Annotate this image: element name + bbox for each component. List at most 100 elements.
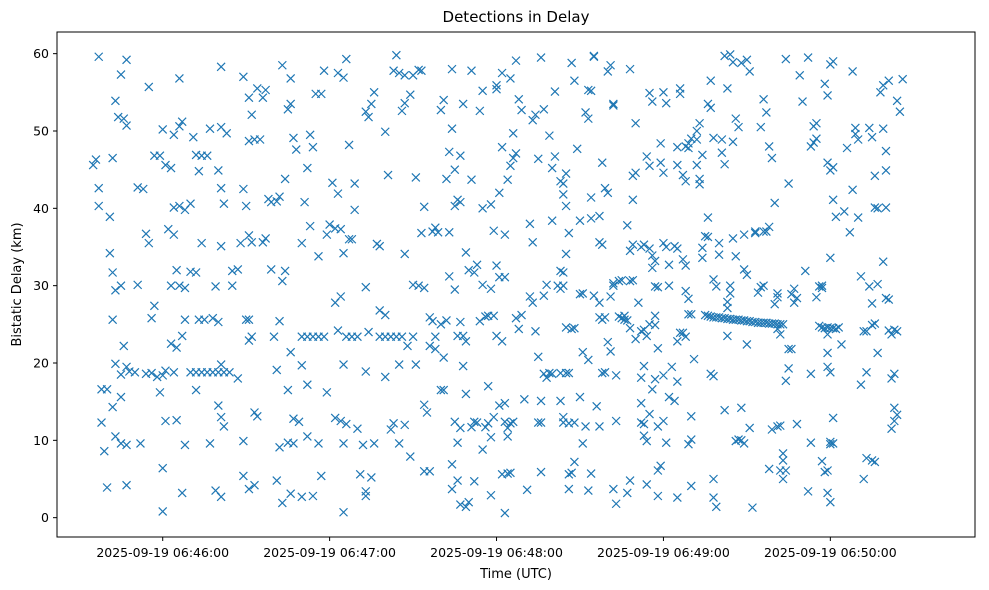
data-point [122,55,131,65]
data-point [675,328,685,338]
data-point [567,58,577,68]
data-point [300,197,310,207]
data-point [500,417,510,427]
data-point [814,321,824,331]
data-point [884,295,894,305]
data-point [483,381,493,391]
data-point [575,216,585,226]
data-point [339,248,348,258]
data-point [659,238,668,248]
data-point [531,110,540,120]
data-point [661,242,671,252]
data-point [608,281,618,291]
data-point [397,106,407,116]
data-point [316,471,326,481]
data-point [859,474,869,484]
data-point [455,197,465,207]
data-point [650,320,660,330]
data-point [770,299,780,309]
data-point [506,161,515,171]
data-point [172,415,182,425]
data-point [823,90,832,100]
data-point [603,188,613,198]
data-point [667,362,677,372]
data-point [361,282,371,292]
data-point [166,339,176,349]
data-point [336,292,346,301]
data-point [161,160,170,170]
data-point [798,97,807,107]
data-point [692,160,702,170]
data-point [672,160,682,170]
data-point [697,243,707,253]
data-point [684,439,693,449]
data-point [764,464,774,474]
data-point [478,203,488,213]
data-point [506,468,515,478]
data-point [564,228,574,238]
data-point [361,367,371,376]
y-tick-label: 60 [33,46,49,61]
data-point [870,203,880,212]
data-point [425,466,435,476]
data-point [369,87,379,97]
data-point [611,370,621,380]
data-point [867,132,877,142]
data-point [664,392,674,402]
data-point [302,163,312,173]
data-point [653,343,663,353]
data-point [695,179,705,189]
data-point [503,469,513,479]
data-point [339,73,348,83]
data-point [653,282,663,292]
data-point [558,179,568,189]
data-point [461,336,471,346]
data-point [119,341,129,351]
data-point [503,175,513,185]
data-point [453,476,463,485]
data-point [767,425,777,434]
data-point [720,159,730,169]
data-point [550,87,560,96]
data-point [414,281,424,291]
data-point [620,311,629,321]
data-point [172,265,182,275]
data-point [542,280,552,290]
data-point [892,326,902,336]
data-point [272,196,282,206]
data-point [881,146,891,156]
data-point [681,286,691,296]
data-point [703,213,713,223]
data-point [202,151,212,161]
data-point [108,153,118,163]
data-point [177,331,187,341]
data-point [133,280,143,290]
data-point [174,121,184,131]
data-point [430,223,440,233]
data-point [639,419,649,429]
data-point [322,387,332,397]
data-point [308,491,318,501]
data-point [105,212,115,222]
data-point [583,355,593,365]
data-point [578,438,588,448]
data-point [161,366,170,376]
data-point [400,98,410,108]
data-point [191,385,201,395]
data-point [152,372,162,382]
data-point [514,324,524,334]
data-point [539,291,549,301]
data-point [764,222,774,232]
data-point [739,230,749,240]
data-point [200,315,209,325]
data-point [722,331,732,341]
data-point [269,332,279,342]
data-point [817,283,827,293]
y-tick-label: 0 [41,510,49,525]
data-point [536,396,546,406]
data-point [494,188,504,198]
data-point [344,234,354,244]
data-point [672,244,682,253]
data-point [561,368,571,378]
data-point [722,297,732,307]
